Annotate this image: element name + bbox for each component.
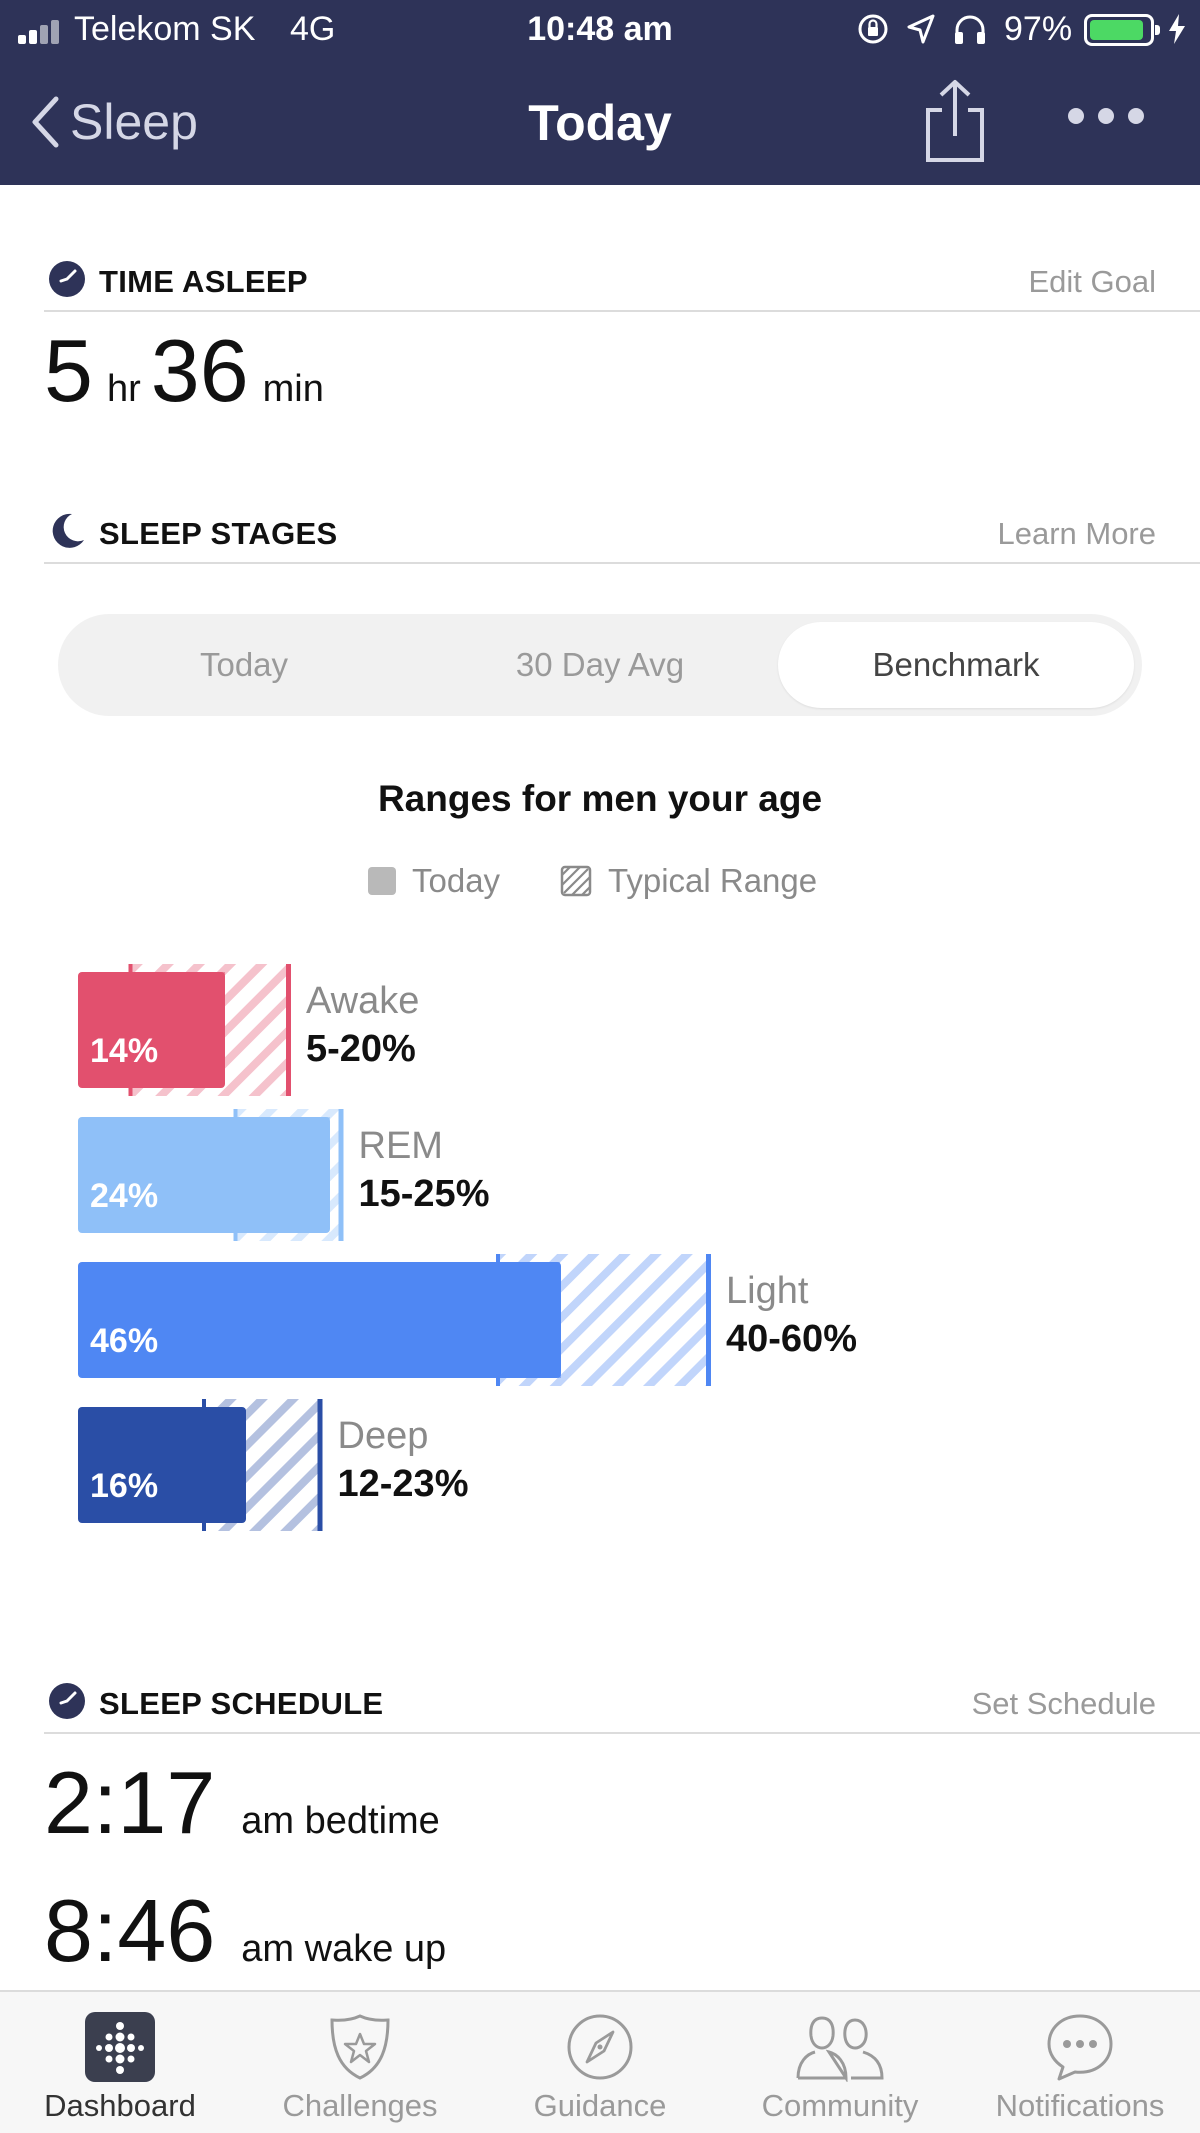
range-overlap-awake [130, 972, 225, 1088]
top-bar: Telekom SK 4G 10:48 am 97% [0, 0, 1200, 185]
tab-label: Community [761, 2088, 919, 2123]
hours-value: 5 [44, 321, 93, 420]
range-high-marker-awake [286, 964, 291, 1096]
tab-label: Challenges [282, 2088, 438, 2123]
headphones-icon [955, 15, 985, 44]
tab-label: Dashboard [44, 2088, 196, 2123]
stage-view-selector: Today 30 Day Avg Benchmark [58, 614, 1142, 716]
legend-typical-label: Typical Range [608, 862, 818, 899]
bar-value-deep: 16% [90, 1467, 159, 1505]
back-label: Sleep [70, 94, 198, 150]
status-time: 10:48 am [527, 10, 673, 48]
stage-name-rem: REM [358, 1125, 443, 1167]
wakeup-value: 8:46 [44, 1881, 216, 1980]
chart-title: Ranges for men your age [377, 778, 823, 819]
chevron-left-icon [32, 96, 59, 148]
stage-range-deep: 12-23% [337, 1463, 469, 1505]
edit-goal-link[interactable]: Edit Goal [1028, 264, 1156, 299]
learn-more-link[interactable]: Learn More [997, 516, 1156, 551]
charging-icon [1169, 14, 1185, 44]
orientation-lock-icon [858, 14, 888, 44]
dashboard-icon [85, 2012, 155, 2082]
compass-icon [567, 2014, 633, 2080]
legend-swatch-hatched [560, 865, 592, 897]
sleep-stage-chart [78, 964, 711, 1531]
range-overlap-light [498, 1262, 561, 1378]
legend-today-label: Today [412, 862, 501, 899]
minutes-unit: min [262, 368, 324, 410]
sleep-stage-chart-labels: 14% Awake 5-20% 24% REM 15-25% 46% Light 40-60% 1… [0, 940, 1200, 1540]
network-type: 4G [290, 10, 336, 48]
bedtime-row: 2:17 am bedtime [44, 1752, 440, 1854]
tab-dashboard[interactable]: Dashboard [0, 1992, 240, 2133]
range-high-marker-light [706, 1254, 711, 1386]
location-icon [907, 14, 935, 44]
notifications-icon [1047, 2014, 1113, 2081]
legend-typical-range: Typical Range [560, 862, 817, 900]
bar-today-light [78, 1262, 561, 1378]
stage-name-light: Light [726, 1270, 809, 1312]
tab-today[interactable]: Today [199, 646, 289, 683]
bedtime-label: am bedtime [241, 1800, 440, 1842]
tab-community[interactable]: Community [720, 1992, 960, 2133]
stage-range-awake: 5-20% [306, 1028, 416, 1070]
stage-range-rem: 15-25% [358, 1173, 490, 1215]
set-schedule-link[interactable]: Set Schedule [971, 1686, 1156, 1721]
status-bar: Telekom SK 4G 10:48 am 97% [0, 0, 1200, 62]
back-button[interactable]: Sleep [30, 90, 198, 154]
wakeup-row: 8:46 am wake up [44, 1880, 446, 1982]
moon-icon [52, 513, 84, 548]
tab-benchmark[interactable]: Benchmark [778, 622, 1134, 708]
tab-guidance[interactable]: Guidance [480, 1992, 720, 2133]
chart-legend: Today Typical Range [0, 862, 1200, 906]
community-icon [796, 2016, 884, 2082]
bedtime-value: 2:17 [44, 1753, 216, 1852]
signal-icon [18, 18, 66, 44]
navigation-bar: Sleep Today [0, 62, 1200, 185]
carrier-name: Telekom SK [74, 10, 256, 48]
tab-label: Notifications [995, 2088, 1165, 2123]
clock-icon [49, 1683, 85, 1719]
page-title: Today [528, 95, 672, 151]
minutes-value: 36 [150, 321, 249, 420]
range-high-marker-rem [338, 1109, 344, 1241]
battery-percent: 97% [1004, 10, 1073, 48]
range-low-marker-rem [233, 1109, 238, 1241]
share-icon[interactable] [920, 78, 990, 164]
clock-icon [49, 261, 85, 297]
bar-value-awake: 14% [90, 1032, 159, 1070]
bar-value-rem: 24% [90, 1177, 159, 1215]
range-low-marker-awake [128, 964, 133, 1096]
sleep-schedule-header: SLEEP SCHEDULE Set Schedule [44, 1676, 1200, 1734]
legend-today: Today [368, 862, 500, 900]
range-overlap-deep [204, 1407, 246, 1523]
legend-swatch-solid [368, 867, 396, 895]
tab-challenges[interactable]: Challenges [240, 1992, 480, 2133]
tab-notifications[interactable]: Notifications [960, 1992, 1200, 2133]
tab-label: Guidance [533, 2088, 667, 2123]
range-low-marker-deep [202, 1399, 206, 1531]
section-title: SLEEP STAGES [99, 516, 338, 551]
challenges-icon [330, 2014, 390, 2080]
bar-value-light: 46% [90, 1322, 159, 1360]
section-title: TIME ASLEEP [99, 264, 308, 299]
time-asleep-value: 5 hr 36 min [44, 320, 334, 420]
stage-name-deep: Deep [337, 1415, 429, 1457]
battery-icon [1084, 14, 1160, 46]
range-high-marker-deep [317, 1399, 323, 1531]
more-options-icon[interactable] [1064, 106, 1148, 130]
wakeup-label: am wake up [241, 1928, 447, 1970]
sleep-stages-header: SLEEP STAGES Learn More [44, 506, 1200, 564]
hours-unit: hr [106, 368, 141, 410]
time-asleep-header: TIME ASLEEP Edit Goal [44, 254, 1200, 312]
range-overlap-rem [235, 1117, 330, 1233]
tab-30-day-avg[interactable]: 30 Day Avg [515, 646, 685, 683]
stage-range-light: 40-60% [726, 1318, 857, 1360]
stage-name-awake: Awake [306, 980, 420, 1022]
range-low-marker-light [496, 1254, 500, 1386]
section-title: SLEEP SCHEDULE [99, 1686, 384, 1721]
tab-bar: Dashboard Challenges Guidance Community [0, 1990, 1200, 2133]
